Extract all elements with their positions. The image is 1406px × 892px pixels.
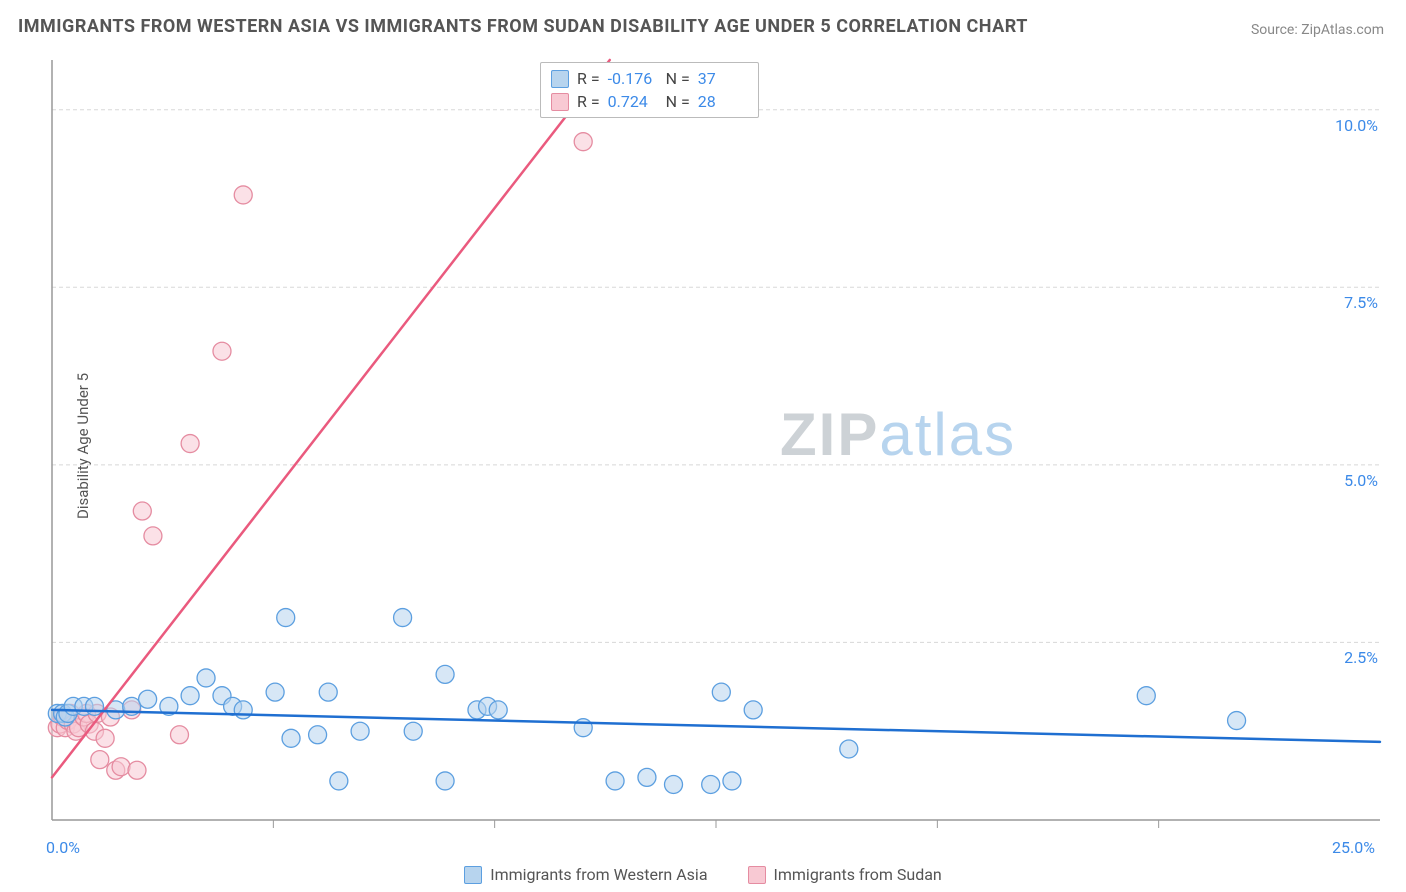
n-label: N = <box>666 92 690 111</box>
legend: Immigrants from Western Asia Immigrants … <box>0 865 1406 884</box>
n-value-pink: 28 <box>698 92 748 111</box>
y-tick-label: 5.0% <box>1344 471 1378 490</box>
y-tick-label: 7.5% <box>1344 293 1378 312</box>
stat-row-pink: R = 0.724 N = 28 <box>551 90 748 113</box>
legend-swatch-blue <box>464 866 482 884</box>
n-value-blue: 37 <box>698 69 748 88</box>
r-value-pink: 0.724 <box>608 92 658 111</box>
r-label: R = <box>577 92 600 111</box>
scatter-plot <box>0 0 1406 892</box>
legend-item-blue: Immigrants from Western Asia <box>464 865 707 884</box>
y-tick-label: 10.0% <box>1335 116 1378 135</box>
r-value-blue: -0.176 <box>608 69 658 88</box>
y-tick-label: 2.5% <box>1344 648 1378 667</box>
r-label: R = <box>577 69 600 88</box>
x-tick-left: 0.0% <box>46 838 80 857</box>
swatch-pink <box>551 93 569 111</box>
n-label: N = <box>666 69 690 88</box>
x-tick-right: 25.0% <box>1332 838 1375 857</box>
chart-container: IMMIGRANTS FROM WESTERN ASIA VS IMMIGRAN… <box>0 0 1406 892</box>
correlation-stats-box: R = -0.176 N = 37 R = 0.724 N = 28 <box>540 62 759 118</box>
legend-label-blue: Immigrants from Western Asia <box>490 865 707 884</box>
stat-row-blue: R = -0.176 N = 37 <box>551 67 748 90</box>
legend-label-pink: Immigrants from Sudan <box>774 865 942 884</box>
legend-swatch-pink <box>748 866 766 884</box>
swatch-blue <box>551 70 569 88</box>
legend-item-pink: Immigrants from Sudan <box>748 865 942 884</box>
